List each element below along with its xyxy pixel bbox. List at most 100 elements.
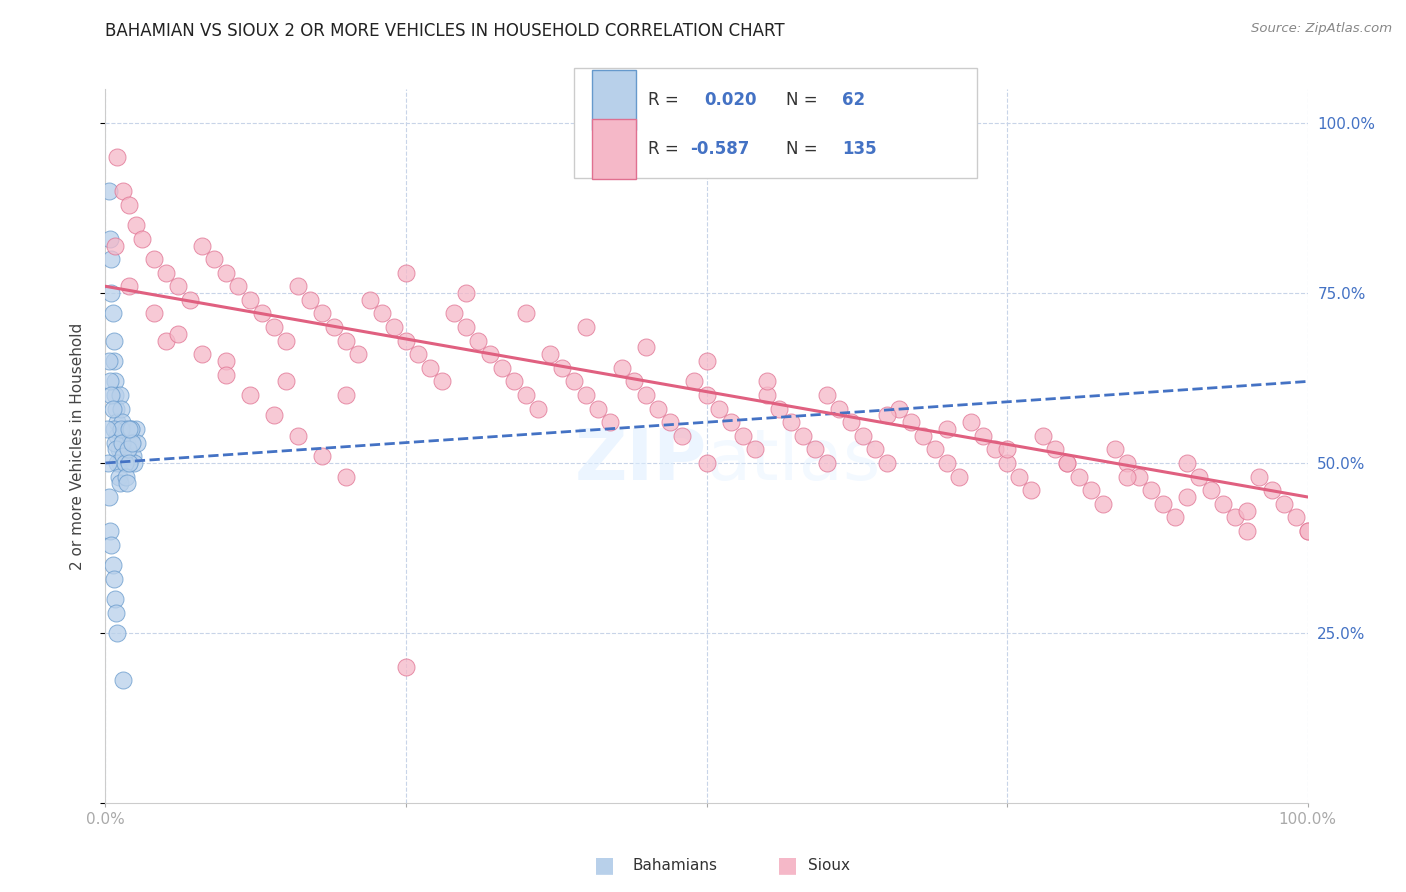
Point (995, 442, 1018, 457)
Point (371, 306, 394, 320)
Point (696, 456, 718, 470)
Point (117, 442, 139, 457)
Point (744, 442, 766, 457)
Point (503, 375, 526, 389)
Text: R =: R = (648, 91, 683, 110)
Text: R =: R = (648, 140, 683, 158)
FancyBboxPatch shape (592, 70, 636, 130)
Point (406, 347, 429, 361)
Point (707, 401, 730, 416)
Point (115, 476, 138, 491)
Text: 62: 62 (842, 91, 866, 110)
Text: 135: 135 (842, 140, 877, 158)
Point (179, 293, 201, 307)
Point (125, 435, 148, 450)
Point (100, 537, 122, 551)
Point (124, 218, 146, 232)
Point (107, 415, 129, 429)
Text: atlas: atlas (707, 425, 882, 495)
Point (214, 354, 236, 368)
FancyBboxPatch shape (592, 119, 636, 179)
Point (103, 334, 125, 348)
Point (112, 449, 135, 463)
Point (105, 606, 128, 620)
Point (131, 232, 153, 246)
FancyBboxPatch shape (574, 68, 977, 178)
Point (98, 184, 121, 198)
Point (112, 442, 135, 457)
Point (1236, 524, 1258, 538)
Point (960, 415, 983, 429)
Point (863, 442, 886, 457)
Point (118, 456, 141, 470)
Point (101, 306, 124, 320)
Point (107, 469, 129, 483)
Point (121, 435, 143, 450)
Point (755, 375, 778, 389)
Point (720, 415, 742, 429)
Point (696, 354, 718, 368)
Point (1056, 456, 1078, 470)
Point (250, 306, 273, 320)
Point (100, 286, 122, 301)
Point (111, 435, 134, 450)
Point (118, 279, 141, 293)
Point (97, 456, 120, 470)
Point (104, 435, 127, 450)
Point (887, 401, 910, 416)
Point (671, 429, 693, 443)
Point (112, 429, 135, 443)
Text: 0.020: 0.020 (704, 91, 756, 110)
Point (948, 469, 970, 483)
Point (98, 524, 121, 538)
Text: ■: ■ (595, 855, 614, 875)
Point (107, 429, 129, 443)
Point (115, 435, 138, 450)
Point (792, 429, 814, 443)
Point (117, 449, 139, 463)
Point (103, 422, 125, 436)
Point (120, 422, 142, 436)
Point (382, 320, 405, 334)
Point (101, 401, 124, 416)
Point (467, 334, 489, 348)
Point (121, 435, 143, 450)
Point (114, 456, 136, 470)
Point (110, 422, 132, 436)
Point (515, 306, 537, 320)
Point (1188, 469, 1211, 483)
Point (105, 401, 128, 416)
Point (263, 409, 285, 423)
Point (551, 360, 574, 375)
Point (142, 306, 165, 320)
Point (120, 422, 142, 436)
Point (984, 442, 1007, 457)
Point (335, 388, 357, 402)
Point (274, 334, 297, 348)
Point (287, 429, 309, 443)
Point (98, 354, 121, 368)
Point (118, 456, 141, 470)
Point (538, 347, 561, 361)
Point (114, 456, 136, 470)
Point (107, 150, 129, 164)
Point (839, 415, 862, 429)
Point (1201, 483, 1223, 498)
Point (575, 320, 598, 334)
Point (900, 415, 922, 429)
Point (112, 673, 135, 688)
Point (335, 334, 357, 348)
Point (395, 334, 418, 348)
Point (226, 279, 249, 293)
Point (1092, 497, 1115, 511)
Point (876, 456, 898, 470)
Point (115, 469, 138, 483)
Point (443, 306, 465, 320)
Text: BAHAMIAN VS SIOUX 2 OR MORE VEHICLES IN HOUSEHOLD CORRELATION CHART: BAHAMIAN VS SIOUX 2 OR MORE VEHICLES IN … (105, 22, 785, 40)
Point (115, 422, 138, 436)
Point (1008, 469, 1031, 483)
Y-axis label: 2 or more Vehicles in Household: 2 or more Vehicles in Household (70, 322, 84, 570)
Point (1212, 497, 1234, 511)
Point (828, 401, 851, 416)
Point (779, 415, 801, 429)
